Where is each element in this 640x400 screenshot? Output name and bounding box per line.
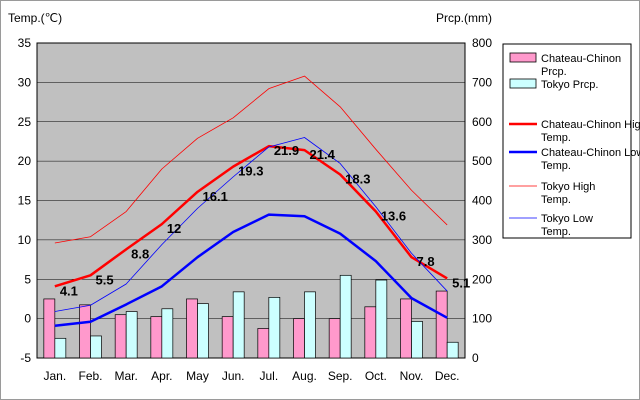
legend-label: Temp. — [541, 160, 571, 172]
line-series-3 — [54, 137, 448, 312]
legend-label: Temp. — [541, 132, 571, 144]
bar-tokyo-prcp — [125, 311, 138, 359]
data-label: 21.4 — [310, 147, 336, 162]
right-tick-label: 600 — [472, 115, 492, 129]
left-tick-label: 15 — [18, 194, 32, 208]
bar-tokyo-prcp — [161, 308, 174, 359]
x-tick-label: Apr. — [151, 369, 172, 383]
data-label: 8.8 — [131, 246, 149, 261]
left-tick-label: 10 — [18, 233, 32, 247]
bar-chateau-prcp — [328, 318, 341, 359]
legend-label: Chateau-Chinon Low — [541, 147, 640, 159]
x-axis: Jan. Feb. Mar. Apr. May Jun. Jul. Aug. Sep. Oct. N… — [43, 369, 459, 383]
right-tick-label: 500 — [472, 154, 492, 168]
bar-tokyo-prcp — [339, 274, 352, 359]
x-tick-label: Feb. — [78, 369, 102, 383]
legend-label: Chateau-Chinon — [541, 53, 621, 65]
legend-label: Tokyo High — [541, 181, 595, 193]
data-label: 5.1 — [452, 275, 470, 290]
data-label: 5.5 — [96, 272, 114, 287]
gridlines — [37, 82, 465, 319]
data-label: 12 — [167, 221, 181, 236]
left-tick-label: 5 — [24, 272, 31, 286]
left-y-axis: -5 0 5 10 15 20 25 30 35 — [18, 36, 32, 365]
bar-chateau-prcp — [400, 298, 412, 359]
x-tick-label: Nov. — [400, 369, 424, 383]
line-series-1 — [54, 213, 448, 327]
bar-tokyo-prcp — [375, 279, 388, 359]
x-tick-label: Jul. — [259, 369, 278, 383]
bar-chateau-prcp — [186, 298, 198, 359]
data-label: 16.1 — [203, 189, 228, 204]
left-tick-label: 20 — [18, 154, 32, 168]
left-axis-label: Temp.(℃) — [8, 11, 62, 25]
x-tick-label: Sep. — [328, 369, 353, 383]
x-tick-label: Aug. — [292, 369, 317, 383]
bar-chateau-prcp — [257, 328, 270, 359]
data-label: 7.8 — [417, 254, 435, 269]
line-series-0 — [54, 144, 448, 288]
temperature-lines — [54, 75, 448, 327]
data-label: 13.6 — [381, 209, 406, 224]
bar-chateau-prcp — [221, 316, 234, 359]
right-tick-label: 0 — [472, 351, 479, 365]
legend-label: Prcp. — [541, 66, 567, 78]
left-tick-label: 25 — [18, 115, 32, 129]
legend-box — [502, 43, 632, 239]
legend-swatch — [509, 78, 537, 89]
legend-swatch — [509, 52, 537, 63]
legend-label: Tokyo Prcp. — [541, 79, 598, 91]
bar-chateau-prcp — [293, 318, 305, 359]
bar-tokyo-prcp — [90, 335, 102, 359]
x-tick-label: Dec. — [435, 369, 460, 383]
data-label: 21.9 — [274, 143, 299, 158]
data-labels: 4.1 5.5 8.8 12 16.1 19.3 21.9 21.4 18.3 13.6 7.8 5.… — [60, 143, 470, 298]
bar-tokyo-prcp — [446, 341, 459, 359]
left-tick-label: 0 — [24, 312, 31, 326]
right-axis-label: Prcp.(mm) — [436, 11, 492, 25]
bar-chateau-prcp — [435, 290, 448, 359]
bar-chateau-prcp — [150, 316, 163, 359]
line-series-2 — [54, 75, 448, 244]
x-tick-label: Jun. — [222, 369, 245, 383]
legend-label: Tokyo Low — [541, 213, 593, 225]
bar-chateau-prcp — [79, 304, 91, 359]
right-tick-label: 700 — [472, 75, 492, 89]
bar-tokyo-prcp — [268, 297, 281, 359]
bar-chateau-prcp — [43, 298, 56, 359]
bar-tokyo-prcp — [54, 337, 67, 359]
left-tick-label: -5 — [20, 351, 31, 365]
data-label: 18.3 — [345, 172, 370, 187]
right-y-axis: 0 100 200 300 400 500 600 700 800 — [472, 36, 492, 365]
data-label: 4.1 — [60, 283, 78, 298]
x-tick-label: Oct. — [365, 369, 387, 383]
data-label: 19.3 — [238, 164, 263, 179]
x-tick-label: Mar. — [114, 369, 137, 383]
left-tick-label: 35 — [18, 36, 32, 50]
right-tick-label: 400 — [472, 194, 492, 208]
bar-tokyo-prcp — [304, 291, 316, 359]
bar-tokyo-prcp — [197, 303, 209, 359]
right-tick-label: 300 — [472, 233, 492, 247]
x-tick-label: May — [186, 369, 209, 383]
bar-chateau-prcp — [364, 306, 377, 359]
legend-label: Temp. — [541, 226, 571, 238]
bar-tokyo-prcp — [232, 291, 245, 359]
precipitation-bars — [43, 274, 459, 359]
left-tick-label: 30 — [18, 75, 32, 89]
x-tick-label: Jan. — [43, 369, 66, 383]
bar-chateau-prcp — [114, 314, 127, 359]
legend-label: Chateau-Chinon High — [541, 119, 640, 131]
right-tick-label: 200 — [472, 272, 492, 286]
right-tick-label: 800 — [472, 36, 492, 50]
bar-tokyo-prcp — [411, 321, 423, 359]
legend-label: Temp. — [541, 194, 571, 206]
right-tick-label: 100 — [472, 312, 492, 326]
